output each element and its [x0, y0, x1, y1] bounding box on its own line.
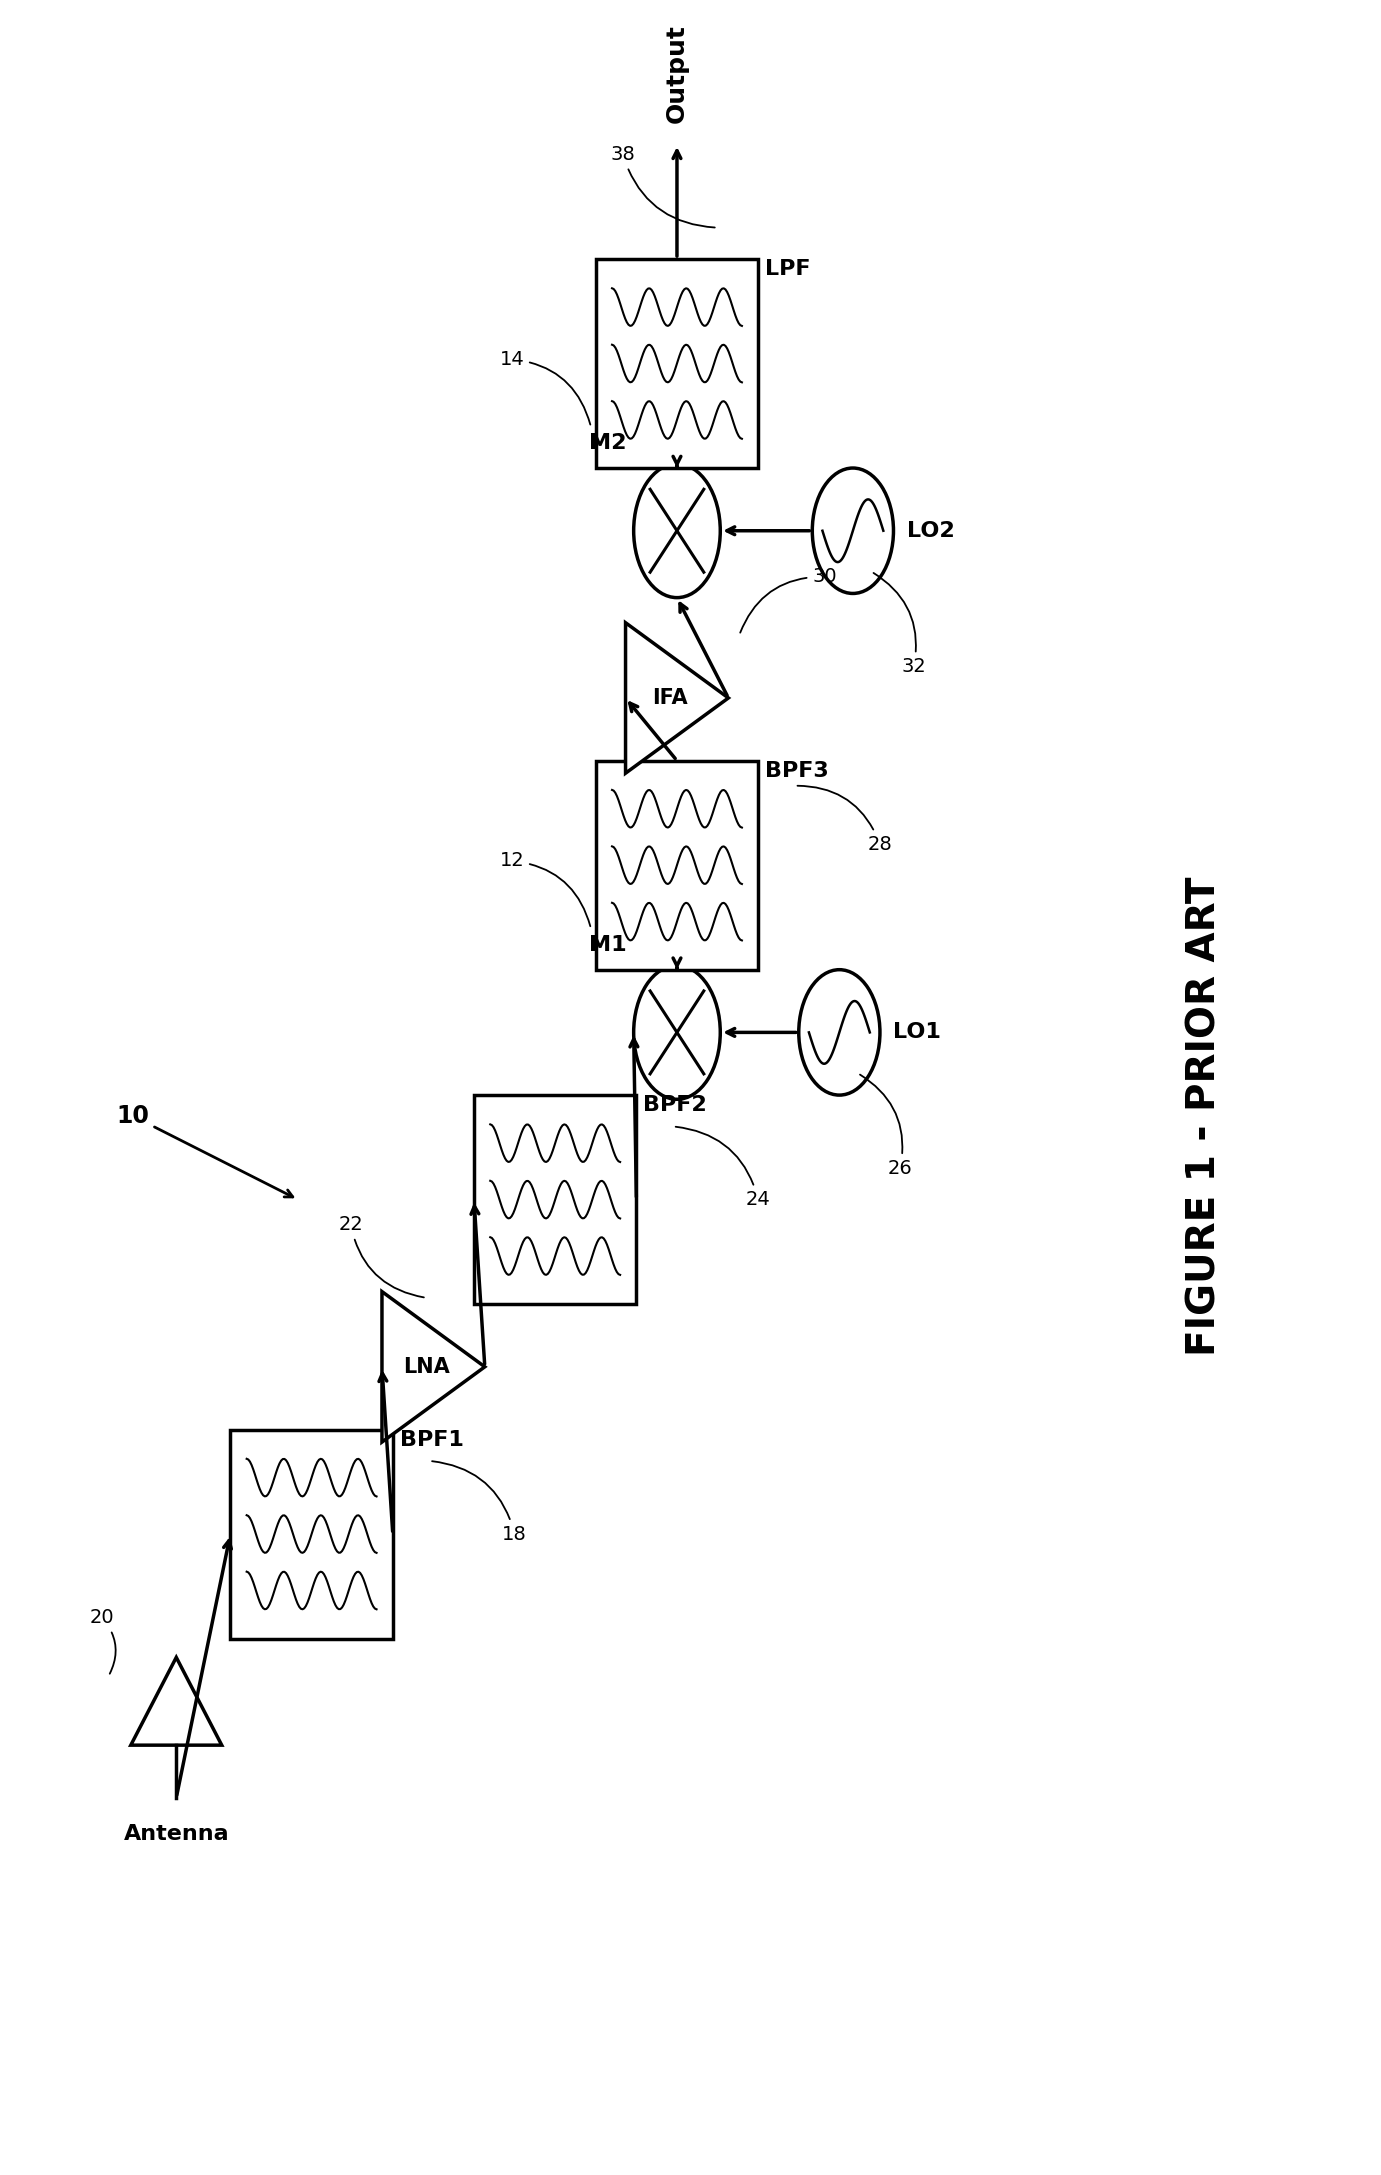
Bar: [595, 761, 758, 970]
Text: LO1: LO1: [894, 1022, 942, 1042]
Text: 22: 22: [338, 1216, 424, 1298]
Text: 10: 10: [116, 1105, 293, 1196]
Text: 28: 28: [797, 785, 892, 855]
Text: BPF2: BPF2: [644, 1094, 707, 1116]
Circle shape: [812, 468, 894, 594]
Text: LO2: LO2: [907, 520, 954, 542]
Text: BPF1: BPF1: [399, 1429, 464, 1449]
Text: 24: 24: [675, 1127, 771, 1209]
Text: 14: 14: [500, 350, 590, 424]
Text: M2: M2: [590, 433, 627, 452]
Text: Antenna: Antenna: [123, 1825, 229, 1844]
Text: IFA: IFA: [652, 687, 688, 707]
Bar: [595, 259, 758, 468]
Text: 38: 38: [610, 146, 715, 228]
Text: 32: 32: [874, 572, 927, 676]
Text: M1: M1: [590, 935, 627, 955]
Bar: [231, 1429, 392, 1638]
Text: FIGURE 1 - PRIOR ART: FIGURE 1 - PRIOR ART: [1186, 877, 1224, 1355]
Text: Output: Output: [666, 24, 689, 124]
Text: 30: 30: [740, 568, 837, 633]
Polygon shape: [626, 622, 728, 772]
Text: 20: 20: [90, 1607, 116, 1675]
Circle shape: [798, 970, 880, 1094]
Text: 18: 18: [432, 1462, 528, 1544]
Text: 12: 12: [500, 850, 590, 927]
Text: LPF: LPF: [765, 259, 811, 278]
Polygon shape: [131, 1657, 222, 1744]
Circle shape: [634, 463, 721, 598]
Circle shape: [634, 966, 721, 1098]
Bar: [474, 1094, 637, 1305]
Text: LNA: LNA: [403, 1357, 450, 1377]
Polygon shape: [383, 1292, 485, 1442]
Text: 26: 26: [860, 1074, 913, 1177]
Text: BPF3: BPF3: [765, 761, 829, 781]
